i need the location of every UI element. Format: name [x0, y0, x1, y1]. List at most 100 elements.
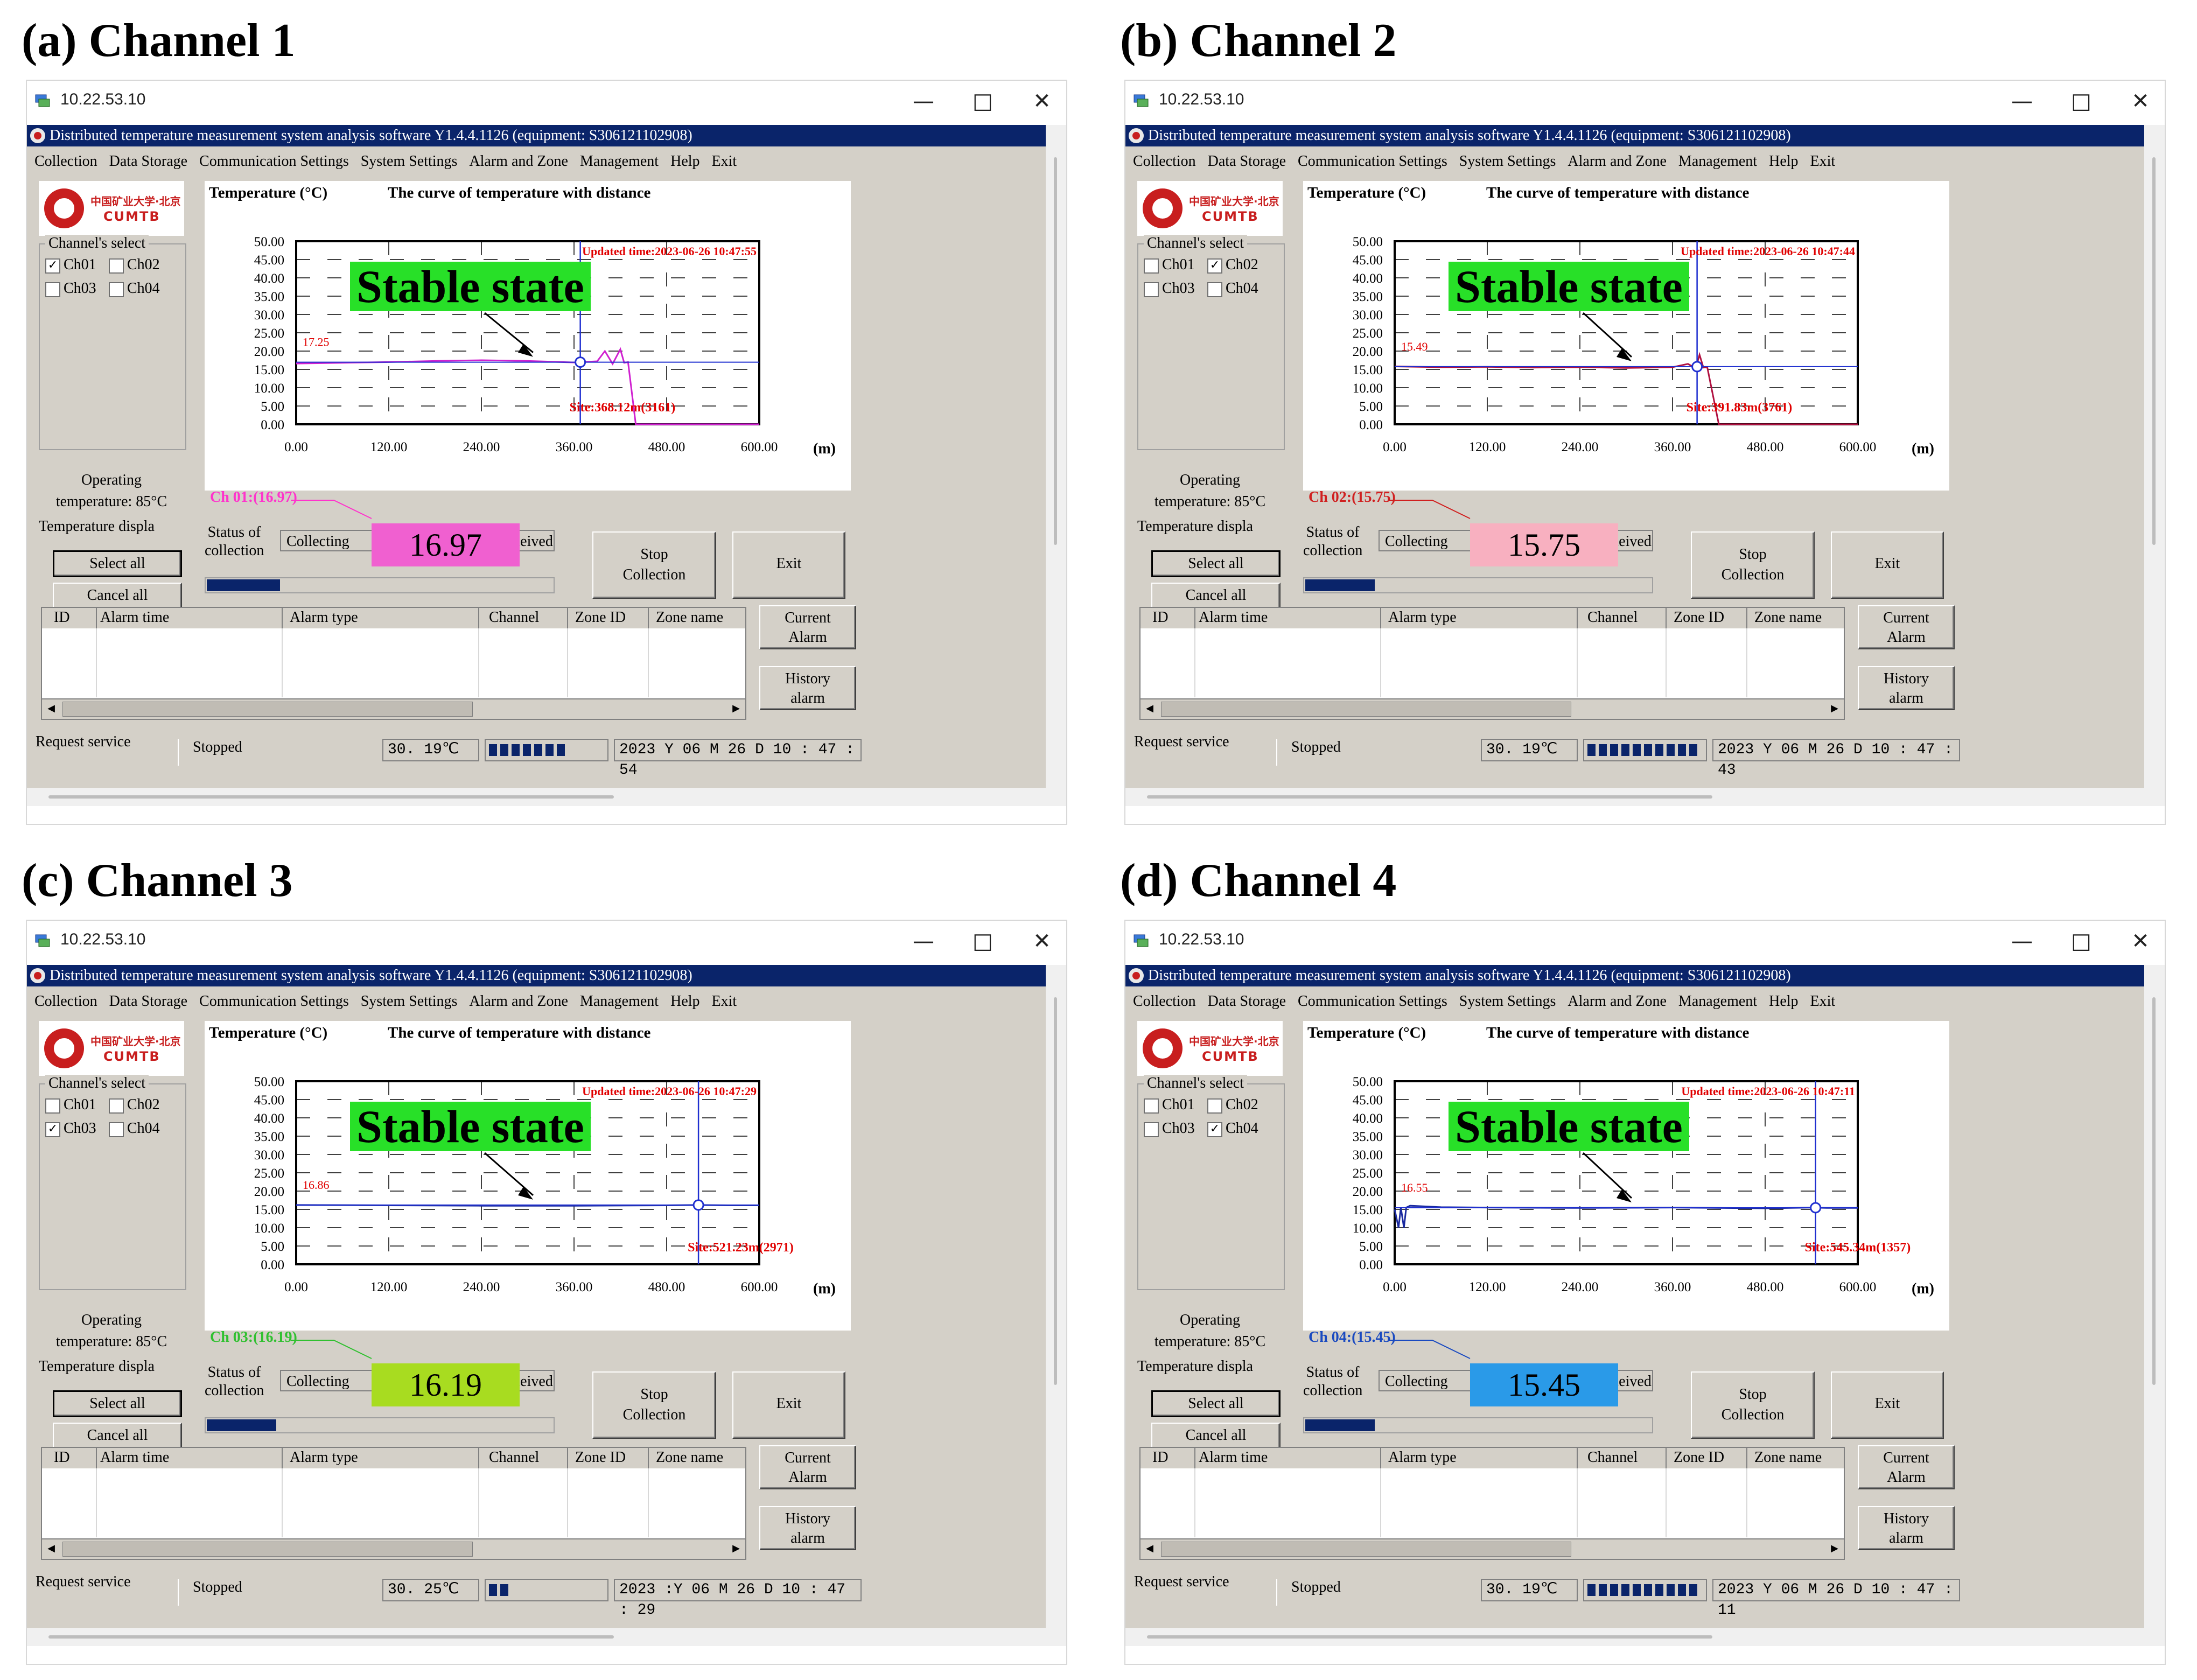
minimize-button[interactable]: —	[913, 929, 934, 954]
ch04-checkbox[interactable]	[109, 282, 124, 297]
table-scrollbar[interactable]: ◀ ▶	[42, 1538, 745, 1559]
window-vertical-scrollbar[interactable]	[1046, 125, 1066, 806]
col-header[interactable]: Alarm time	[100, 1449, 170, 1466]
window-horizontal-scrollbar[interactable]	[27, 788, 1046, 806]
scroll-thumb[interactable]	[62, 1542, 473, 1557]
ch02-checkbox[interactable]	[109, 258, 124, 274]
select-all-button[interactable]: Select all	[53, 1390, 182, 1417]
close-button[interactable]: ✕	[1033, 89, 1051, 114]
menu-item[interactable]: Collection	[1133, 993, 1196, 1010]
select-all-button[interactable]: Select all	[1151, 1390, 1281, 1417]
col-header[interactable]: Alarm time	[1199, 1449, 1268, 1466]
scroll-right-icon[interactable]: ▶	[1825, 1539, 1844, 1558]
exit-button[interactable]: Exit	[1831, 1371, 1944, 1439]
menu-item[interactable]: Data Storage	[109, 153, 188, 170]
menu-item[interactable]: Help	[670, 153, 700, 170]
ch03-checkbox[interactable]: ✓	[45, 1122, 60, 1137]
ch04-checkbox[interactable]	[109, 1122, 124, 1137]
ch01-checkbox[interactable]: ✓	[45, 258, 60, 274]
ch02-checkbox[interactable]: ✓	[1207, 258, 1222, 274]
window-horizontal-scrollbar[interactable]	[27, 1628, 1046, 1646]
ch01-checkbox[interactable]	[45, 1098, 60, 1114]
ch02-checkbox[interactable]	[109, 1098, 124, 1114]
window-vertical-scrollbar[interactable]	[2144, 125, 2165, 806]
window-vertical-scrollbar[interactable]	[2144, 965, 2165, 1646]
menu-item[interactable]: Collection	[34, 153, 97, 170]
stop-collection-button[interactable]: Stop Collection	[1691, 531, 1815, 599]
menu-item[interactable]: Alarm and Zone	[469, 153, 568, 170]
cursor-marker[interactable]	[1810, 1202, 1822, 1214]
menu-item[interactable]: Help	[670, 993, 700, 1010]
cancel-all-button[interactable]: Cancel all	[1151, 583, 1281, 610]
menu-item[interactable]: Communication Settings	[1298, 153, 1447, 170]
col-header[interactable]: ID	[1152, 609, 1169, 626]
history-alarm-button[interactable]: History alarm	[1858, 1506, 1955, 1550]
col-header[interactable]: Alarm time	[100, 609, 170, 626]
menu-item[interactable]: Communication Settings	[1298, 993, 1447, 1010]
window-titlebar[interactable]: 10.22.53.10 — □ ✕	[1125, 921, 2165, 964]
menu-item[interactable]: System Settings	[360, 153, 458, 170]
menu-item[interactable]: Data Storage	[1207, 153, 1286, 170]
col-header[interactable]: Zone name	[1754, 609, 1822, 626]
menu-item[interactable]: Collection	[34, 993, 97, 1010]
current-alarm-button[interactable]: Current Alarm	[1858, 1445, 1955, 1489]
col-header[interactable]: Zone ID	[575, 1449, 626, 1466]
menu-item[interactable]: Help	[1769, 993, 1799, 1010]
close-button[interactable]: ✕	[2131, 929, 2150, 954]
col-header[interactable]: Alarm type	[290, 1449, 358, 1466]
scroll-right-icon[interactable]: ▶	[727, 1539, 745, 1558]
maximize-button[interactable]: □	[972, 89, 993, 114]
menu-item[interactable]: Management	[1678, 153, 1758, 170]
select-all-button[interactable]: Select all	[1151, 550, 1281, 577]
menu-item[interactable]: Alarm and Zone	[1568, 993, 1667, 1010]
window-vertical-scrollbar[interactable]	[1046, 965, 1066, 1646]
close-button[interactable]: ✕	[2131, 89, 2150, 114]
col-header[interactable]: Channel	[489, 609, 540, 626]
menu-item[interactable]: System Settings	[1459, 993, 1556, 1010]
maximize-button[interactable]: □	[2071, 89, 2091, 114]
window-horizontal-scrollbar[interactable]	[1125, 788, 2144, 806]
ch01-checkbox[interactable]	[1144, 258, 1159, 274]
scroll-left-icon[interactable]: ◀	[42, 1539, 60, 1558]
menu-item[interactable]: Alarm and Zone	[1568, 153, 1667, 170]
exit-button[interactable]: Exit	[732, 531, 845, 599]
menu-item[interactable]: Management	[579, 153, 659, 170]
menu-item[interactable]: Help	[1769, 153, 1799, 170]
scroll-thumb[interactable]	[62, 702, 473, 717]
menu-item[interactable]: Communication Settings	[199, 153, 349, 170]
maximize-button[interactable]: □	[972, 929, 993, 954]
cancel-all-button[interactable]: Cancel all	[1151, 1423, 1281, 1450]
current-alarm-button[interactable]: Current Alarm	[1858, 605, 1955, 649]
ch04-checkbox[interactable]	[1207, 282, 1222, 297]
menu-item[interactable]: Exit	[711, 153, 737, 170]
current-alarm-button[interactable]: Current Alarm	[759, 1445, 856, 1489]
menu-item[interactable]: Management	[579, 993, 659, 1010]
scroll-thumb[interactable]	[1161, 1542, 1571, 1557]
history-alarm-button[interactable]: History alarm	[759, 666, 856, 710]
exit-button[interactable]: Exit	[1831, 531, 1944, 599]
minimize-button[interactable]: —	[2011, 929, 2033, 954]
scroll-left-icon[interactable]: ◀	[1141, 1539, 1159, 1558]
maximize-button[interactable]: □	[2071, 929, 2091, 954]
table-scrollbar[interactable]: ◀ ▶	[42, 698, 745, 719]
menu-item[interactable]: Collection	[1133, 153, 1196, 170]
scroll-left-icon[interactable]: ◀	[1141, 699, 1159, 718]
stop-collection-button[interactable]: Stop Collection	[592, 531, 716, 599]
cursor-marker[interactable]	[1691, 361, 1703, 373]
col-header[interactable]: Channel	[489, 1449, 540, 1466]
window-titlebar[interactable]: 10.22.53.10 — □ ✕	[1125, 81, 2165, 124]
menu-item[interactable]: Alarm and Zone	[469, 993, 568, 1010]
col-header[interactable]: Zone name	[656, 609, 724, 626]
stop-collection-button[interactable]: Stop Collection	[592, 1371, 716, 1439]
window-titlebar[interactable]: 10.22.53.10 — □ ✕	[27, 81, 1066, 124]
col-header[interactable]: Alarm type	[1388, 1449, 1457, 1466]
select-all-button[interactable]: Select all	[53, 550, 182, 577]
cursor-marker[interactable]	[575, 356, 586, 368]
menu-item[interactable]: Data Storage	[109, 993, 188, 1010]
current-alarm-button[interactable]: Current Alarm	[759, 605, 856, 649]
window-titlebar[interactable]: 10.22.53.10 — □ ✕	[27, 921, 1066, 964]
col-header[interactable]: Zone ID	[1674, 609, 1725, 626]
col-header[interactable]: Alarm time	[1199, 609, 1268, 626]
col-header[interactable]: Zone ID	[575, 609, 626, 626]
stop-collection-button[interactable]: Stop Collection	[1691, 1371, 1815, 1439]
